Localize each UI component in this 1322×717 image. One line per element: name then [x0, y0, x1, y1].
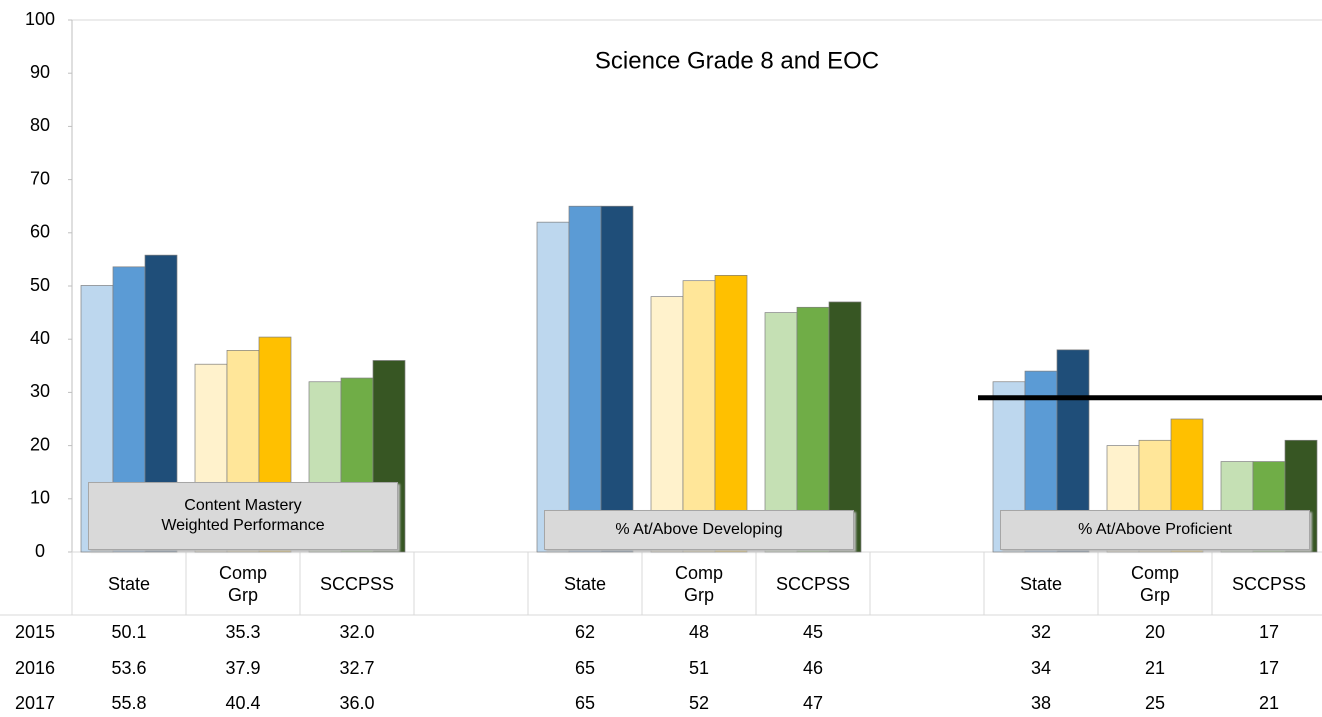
table-value: 55.8: [111, 693, 147, 713]
table-value: 50.1: [111, 622, 147, 642]
group-label: Content Mastery Weighted Performance: [88, 482, 398, 550]
table-value: 20: [1144, 622, 1166, 642]
table-value: 21: [1258, 693, 1280, 713]
group-label: % At/Above Developing: [544, 510, 854, 550]
table-value: 40.4: [225, 693, 261, 713]
y-tick-label: 0: [35, 541, 45, 561]
series-name: SCCPSS: [319, 573, 395, 594]
group-label: % At/Above Proficient: [1000, 510, 1310, 550]
table-value: 25: [1144, 693, 1166, 713]
table-value: 47: [802, 693, 824, 713]
table-value: 52: [688, 693, 710, 713]
y-tick-label: 50: [30, 275, 50, 295]
y-tick-label: 60: [30, 222, 50, 242]
y-tick-label: 10: [30, 488, 50, 508]
y-tick-label: 80: [30, 115, 50, 135]
series-name: State: [107, 573, 151, 594]
table-value: 35.3: [225, 622, 261, 642]
table-value: 17: [1258, 622, 1280, 642]
y-tick-label: 20: [30, 434, 50, 454]
series-name: State: [1019, 573, 1063, 594]
table-value: 21: [1144, 658, 1166, 678]
table-value: 34: [1030, 658, 1052, 678]
bar: [600, 205, 634, 553]
series-name: SCCPSS: [775, 573, 851, 594]
table-value: 62: [574, 622, 596, 642]
year-label: 2016: [14, 658, 56, 678]
y-tick-label: 100: [25, 9, 55, 29]
table-value: 38: [1030, 693, 1052, 713]
bar: [714, 275, 748, 553]
bar: [682, 280, 716, 553]
bar: [650, 296, 684, 553]
series-name: Comp Grp: [674, 562, 723, 605]
table-value: 51: [688, 658, 710, 678]
table-value: 65: [574, 693, 596, 713]
year-label: 2017: [14, 693, 56, 713]
series-name: Comp Grp: [1130, 562, 1179, 605]
y-tick-label: 90: [30, 62, 50, 82]
series-name: Comp Grp: [218, 562, 267, 605]
table-value: 65: [574, 658, 596, 678]
table-value: 32.0: [339, 622, 375, 642]
y-tick-label: 30: [30, 381, 50, 401]
series-name: SCCPSS: [1231, 573, 1307, 594]
table-value: 53.6: [111, 658, 147, 678]
y-tick-label: 40: [30, 328, 50, 348]
series-name: State: [563, 573, 607, 594]
year-label: 2015: [14, 622, 56, 642]
table-value: 46: [802, 658, 824, 678]
table-value: 32: [1030, 622, 1052, 642]
table-value: 17: [1258, 658, 1280, 678]
table-value: 37.9: [225, 658, 261, 678]
table-value: 48: [688, 622, 710, 642]
bar: [536, 221, 570, 553]
table-value: 36.0: [339, 693, 375, 713]
chart-title: Science Grade 8 and EOC: [595, 47, 879, 74]
table-value: 45: [802, 622, 824, 642]
table-value: 32.7: [339, 658, 375, 678]
bar: [568, 205, 602, 553]
y-tick-label: 70: [30, 168, 50, 188]
